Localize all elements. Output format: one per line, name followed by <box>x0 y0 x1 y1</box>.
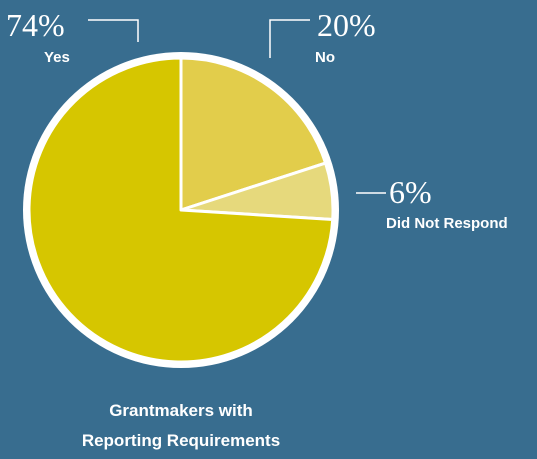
slice-yes-percent: 74% <box>6 7 65 43</box>
slice-yes-label: Yes <box>44 49 70 66</box>
pie-slices <box>27 56 335 364</box>
slice-no-label: No <box>315 49 335 66</box>
slice-no-percent: 20% <box>317 7 376 43</box>
leader-line-yes <box>88 19 139 42</box>
pie-slice-yes <box>27 56 335 364</box>
slice-did-not-respond-label: Did Not Respond <box>386 215 508 232</box>
slice-did-not-respond-percent: 6% <box>389 174 432 210</box>
pie-slice-no <box>179 56 328 212</box>
leader-lines <box>88 19 386 194</box>
chart-caption-line-1: Grantmakers with <box>109 401 253 420</box>
leader-line-no <box>269 19 310 58</box>
chart-caption-line-2: Reporting Requirements <box>81 431 281 450</box>
